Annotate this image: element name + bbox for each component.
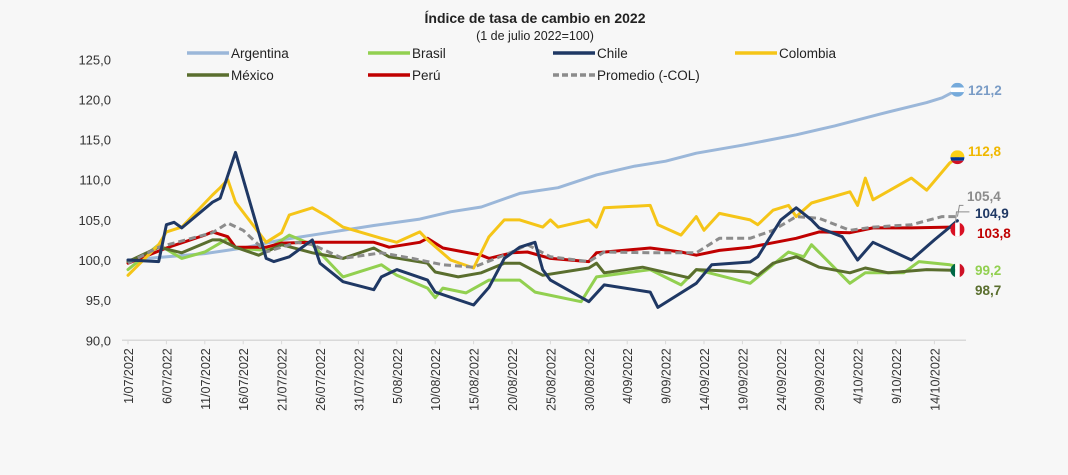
legend: Argentina Brasil Chile Colombia México Perú Pr… xyxy=(187,46,837,83)
y-tick-label: 95,0 xyxy=(86,293,111,308)
chart-title: Índice de tasa de cambio en 2022 xyxy=(425,10,646,26)
peru-flag-icon xyxy=(950,222,965,237)
series-line-colombia xyxy=(126,155,959,277)
legend-label: Brasil xyxy=(412,46,446,61)
x-tick-label: 6/07/2022 xyxy=(160,348,174,404)
leader-line xyxy=(954,211,970,224)
end-value-label: 105,4 xyxy=(967,189,1001,204)
x-tick-label: 20/08/2022 xyxy=(506,348,520,411)
leader-line xyxy=(956,204,964,217)
x-tick-label: 5/08/2022 xyxy=(391,348,405,404)
y-tick-label: 120,0 xyxy=(78,92,111,107)
x-tick-label: 9/09/2022 xyxy=(660,348,674,404)
flag-stripe xyxy=(950,87,965,93)
x-tick-label: 14/09/2022 xyxy=(698,348,712,411)
legend-label: Promedio (-COL) xyxy=(597,68,700,83)
end-value-label: 99,2 xyxy=(975,263,1001,278)
legend-label: Colombia xyxy=(779,46,837,61)
end-value-label: 121,2 xyxy=(968,83,1002,98)
x-tick-label: 19/09/2022 xyxy=(736,348,750,411)
flag-stripe xyxy=(955,222,960,237)
legend-label: México xyxy=(231,68,274,83)
y-tick-label: 125,0 xyxy=(78,52,111,67)
x-tick-label: 30/08/2022 xyxy=(583,348,597,411)
flag-stripe xyxy=(950,157,965,161)
flag-body xyxy=(950,263,965,278)
flag-stripe xyxy=(959,263,965,278)
flag-stripe xyxy=(950,160,965,165)
x-tick-label: 9/10/2022 xyxy=(890,348,904,404)
flag-body xyxy=(950,82,965,97)
y-tick-label: 105,0 xyxy=(78,213,111,228)
y-tick-label: 115,0 xyxy=(79,133,111,148)
x-tick-label: 11/07/2022 xyxy=(199,348,213,410)
flag-body xyxy=(950,150,965,165)
mexico-flag-icon xyxy=(950,263,965,278)
x-tick-label: 25/08/2022 xyxy=(544,348,558,411)
flag-stripe xyxy=(950,150,965,158)
series-line-argentina xyxy=(126,88,959,262)
x-tick-label: 24/09/2022 xyxy=(775,348,789,411)
legend-label: Perú xyxy=(412,68,441,83)
series-lines xyxy=(126,88,959,309)
x-tick-label: 10/08/2022 xyxy=(429,348,443,411)
series-line-m-xico xyxy=(126,238,959,280)
x-tick-label: 15/08/2022 xyxy=(468,348,482,411)
argentina-flag-icon xyxy=(950,82,965,97)
legend-label: Argentina xyxy=(231,46,289,61)
x-axis: 1/07/2022 6/07/2022 11/07/2022 16/07/2022 21… xyxy=(122,340,942,411)
series-line-chile xyxy=(126,150,959,309)
x-tick-label: 26/07/2022 xyxy=(314,348,328,411)
end-labels: 121,2 99,2 104,9 112,8 98,7 103,8 105,4 xyxy=(950,82,1011,298)
x-tick-label: 29/09/2022 xyxy=(813,348,827,411)
chart-subtitle: (1 de julio 2022=100) xyxy=(476,29,594,43)
end-value-label: 104,9 xyxy=(975,206,1009,221)
flag-body xyxy=(950,222,965,237)
end-value-label: 112,8 xyxy=(968,144,1002,159)
end-value-label: 98,7 xyxy=(975,283,1001,298)
legend-label: Chile xyxy=(597,46,628,61)
x-tick-label: 16/07/2022 xyxy=(237,348,251,411)
y-axis: 125,0 120,0 115,0 110,0 105,0 100,0 95,0 90,0 xyxy=(78,52,966,348)
flag-stripe xyxy=(955,263,960,278)
x-tick-label: 4/10/2022 xyxy=(852,348,866,404)
y-tick-label: 90,0 xyxy=(86,333,111,348)
end-value-label: 103,8 xyxy=(977,226,1011,241)
x-tick-label: 4/09/2022 xyxy=(621,348,635,404)
flag-stripe xyxy=(950,263,956,278)
x-tick-label: 1/07/2022 xyxy=(122,348,136,404)
colombia-flag-icon xyxy=(950,150,965,165)
x-tick-label: 31/07/2022 xyxy=(352,348,366,411)
y-tick-label: 110,0 xyxy=(79,173,111,188)
y-tick-label: 100,0 xyxy=(78,253,111,268)
x-tick-label: 21/07/2022 xyxy=(276,348,290,411)
x-tick-label: 14/10/2022 xyxy=(928,348,942,411)
